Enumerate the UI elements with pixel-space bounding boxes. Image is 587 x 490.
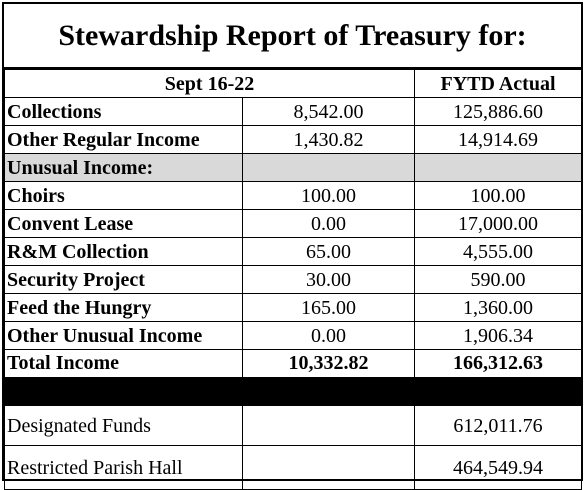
week-value: 0.00 [241,321,416,350]
row-label-other-regular-income: Other Regular Income [4,125,243,154]
fund-row: Designated Funds 612,011.76 [4,405,583,446]
divider-bar [3,377,583,406]
table-row: Collections 8,542.00 125,886.60 [4,97,583,126]
period-header: Sept 16-22 [3,69,416,98]
ytd-value: 17,000.00 [414,209,583,238]
empty-cell [241,153,416,182]
total-week-value: 10,332.82 [241,349,416,379]
week-value: 165.00 [241,293,416,322]
table-row: Other Unusual Income 0.00 1,906.34 [4,321,583,350]
empty-cell [241,445,416,490]
fund-row: Restricted Parish Hall 464,549.94 [4,445,583,490]
report-title: Stewardship Report of Treasury for: [4,4,581,69]
ytd-value: 125,886.60 [414,97,583,126]
ytd-value: 590.00 [414,265,583,294]
ytd-header: FYTD Actual [414,69,583,98]
ytd-value: 612,011.76 [414,405,583,446]
ytd-value: 4,555.00 [414,237,583,266]
row-label-security-project: Security Project [4,265,243,294]
row-label-choirs: Choirs [4,181,243,210]
row-label-feed-the-hungry: Feed the Hungry [4,293,243,322]
row-label-convent-lease: Convent Lease [4,209,243,238]
row-label-designated-funds: Designated Funds [4,405,243,446]
row-label-other-unusual-income: Other Unusual Income [4,321,243,350]
week-value: 65.00 [241,237,416,266]
unusual-income-header-row: Unusual Income: [4,153,583,182]
table-row: Security Project 30.00 590.00 [4,265,583,294]
empty-cell [241,405,416,446]
week-value: 8,542.00 [241,97,416,126]
divider-cell [3,377,583,406]
ytd-value: 464,549.94 [414,445,583,490]
week-value: 100.00 [241,181,416,210]
ytd-value: 100.00 [414,181,583,210]
table-row: Choirs 100.00 100.00 [4,181,583,210]
treasury-table: Sept 16-22 FYTD Actual Collections 8,542… [3,69,583,490]
table-row: Convent Lease 0.00 17,000.00 [4,209,583,238]
row-label-restricted-parish-hall: Restricted Parish Hall [4,445,243,490]
table-row: Feed the Hungry 165.00 1,360.00 [4,293,583,322]
table-row: Other Regular Income 1,430.82 14,914.69 [4,125,583,154]
row-label-rm-collection: R&M Collection [4,237,243,266]
week-value: 1,430.82 [241,125,416,154]
week-value: 30.00 [241,265,416,294]
ytd-value: 1,906.34 [414,321,583,350]
ytd-value: 14,914.69 [414,125,583,154]
total-row: Total Income 10,332.82 166,312.63 [4,349,583,379]
header-row: Sept 16-22 FYTD Actual [3,69,583,98]
total-ytd-value: 166,312.63 [414,349,583,379]
unusual-income-label: Unusual Income: [4,153,243,182]
ytd-value: 1,360.00 [414,293,583,322]
row-label-collections: Collections [4,97,243,126]
week-value: 0.00 [241,209,416,238]
total-label: Total Income [4,349,243,379]
table-row: R&M Collection 65.00 4,555.00 [4,237,583,266]
empty-cell [414,153,583,182]
